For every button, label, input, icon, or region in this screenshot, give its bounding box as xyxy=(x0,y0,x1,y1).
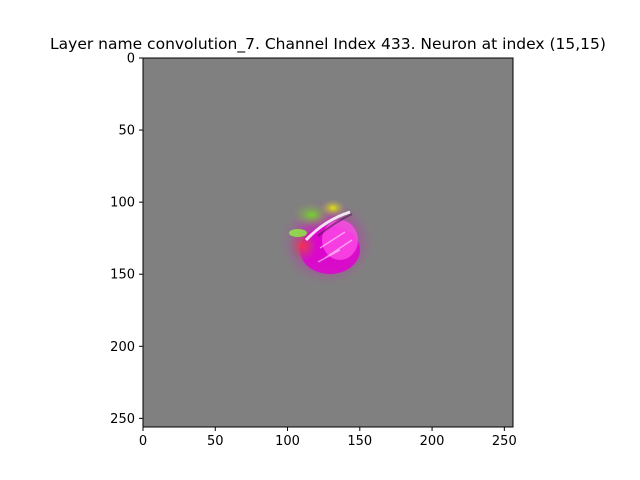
blob-yellow-area xyxy=(320,199,346,217)
axes-frame xyxy=(142,57,514,428)
x-tick-label: 200 xyxy=(420,434,445,449)
x-tick-label: 250 xyxy=(492,434,517,449)
x-tick-label: 100 xyxy=(275,434,300,449)
blob-white-streak xyxy=(304,210,351,242)
x-tick-label: 150 xyxy=(347,434,372,449)
blob-red-area xyxy=(289,231,317,261)
blob-lime-streak xyxy=(289,229,307,237)
y-tick-label: 200 xyxy=(110,340,135,355)
y-tick-label: 100 xyxy=(110,196,135,211)
activation-blob xyxy=(277,196,377,288)
y-tick-label: 250 xyxy=(110,412,135,427)
blob-pink-stripes xyxy=(317,231,353,263)
y-tick-label: 0 xyxy=(127,52,135,67)
x-tick-label: 0 xyxy=(139,434,147,449)
blob-pink-highlight xyxy=(322,220,358,260)
chart-title: Layer name convolution_7. Channel Index … xyxy=(50,35,606,54)
y-axis: 0 50 100 150 200 250 xyxy=(110,52,143,427)
blob-dark-streak xyxy=(317,213,353,237)
x-axis: 0 50 100 150 200 250 xyxy=(139,427,517,449)
x-tick-label: 50 xyxy=(207,434,224,449)
y-tick-label: 150 xyxy=(110,268,135,283)
y-tick-label: 50 xyxy=(118,124,135,139)
plot-area xyxy=(143,58,513,427)
